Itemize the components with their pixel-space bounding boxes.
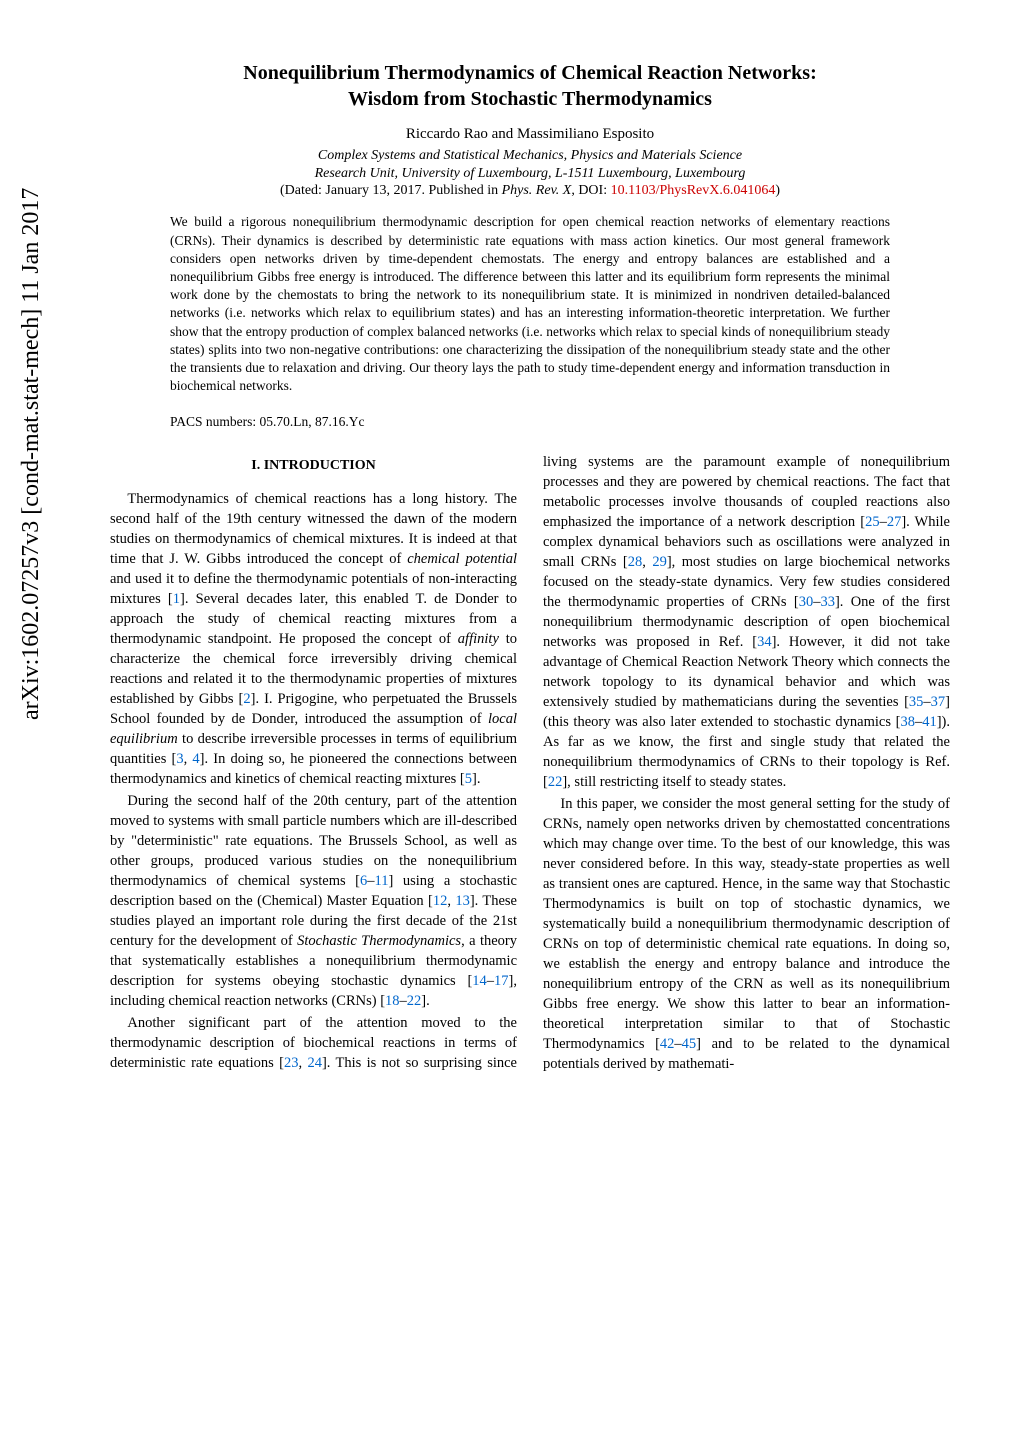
ref-1[interactable]: 1	[173, 591, 180, 607]
arxiv-identifier: arXiv:1602.07257v3 [cond-mat.stat-mech] …	[18, 188, 45, 720]
paragraph-1: Thermodynamics of chemical reactions has…	[110, 489, 517, 789]
dated-mid: , DOI:	[571, 183, 610, 198]
ref-41[interactable]: 41	[922, 714, 937, 730]
ref-25[interactable]: 25	[865, 514, 880, 530]
section-1-heading: I. INTRODUCTION	[110, 456, 517, 475]
abstract: We build a rigorous nonequilibrium therm…	[170, 213, 890, 395]
title-line-2: Wisdom from Stochastic Thermodynamics	[348, 88, 712, 110]
ref-17[interactable]: 17	[494, 973, 509, 989]
ref-28[interactable]: 28	[628, 554, 643, 570]
ref-4[interactable]: 4	[192, 751, 199, 767]
title-line-1: Nonequilibrium Thermodynamics of Chemica…	[243, 62, 817, 84]
ref-33[interactable]: 33	[820, 594, 835, 610]
ref-37[interactable]: 37	[931, 694, 946, 710]
paragraph-4: In this paper, we consider the most gene…	[543, 794, 950, 1074]
affiliation-line-2: Research Unit, University of Luxembourg,…	[110, 165, 950, 183]
ref-22b[interactable]: 22	[548, 774, 563, 790]
ref-23[interactable]: 23	[284, 1055, 299, 1071]
ref-13[interactable]: 13	[455, 893, 470, 909]
pacs-numbers: PACS numbers: 05.70.Ln, 87.16.Yc	[170, 414, 890, 430]
ref-3[interactable]: 3	[176, 751, 183, 767]
ref-2[interactable]: 2	[243, 691, 250, 707]
ref-30[interactable]: 30	[799, 594, 814, 610]
paper-title: Nonequilibrium Thermodynamics of Chemica…	[110, 60, 950, 112]
ref-22[interactable]: 22	[407, 993, 422, 1009]
dated-suffix: )	[775, 183, 780, 198]
paragraph-2: During the second half of the 20th centu…	[110, 791, 517, 1011]
ref-24[interactable]: 24	[307, 1055, 322, 1071]
ref-29[interactable]: 29	[652, 554, 667, 570]
page-content: Nonequilibrium Thermodynamics of Chemica…	[0, 0, 1020, 1134]
ref-12[interactable]: 12	[433, 893, 448, 909]
dated-prefix: (Dated: January 13, 2017. Published in	[280, 183, 502, 198]
affiliation-line-1: Complex Systems and Statistical Mechanic…	[110, 147, 950, 165]
dated-journal: Phys. Rev. X	[502, 183, 572, 198]
body-columns: I. INTRODUCTION Thermodynamics of chemic…	[110, 452, 950, 1075]
doi-link[interactable]: 10.1103/PhysRevX.6.041064	[611, 183, 776, 198]
ref-45[interactable]: 45	[682, 1036, 697, 1052]
ref-38[interactable]: 38	[900, 714, 915, 730]
ref-35[interactable]: 35	[909, 694, 924, 710]
ref-5[interactable]: 5	[465, 771, 472, 787]
ref-27[interactable]: 27	[887, 514, 902, 530]
ref-34[interactable]: 34	[757, 634, 772, 650]
ref-18[interactable]: 18	[385, 993, 400, 1009]
ref-11[interactable]: 11	[375, 873, 389, 889]
publication-date: (Dated: January 13, 2017. Published in P…	[110, 183, 950, 199]
ref-14[interactable]: 14	[472, 973, 487, 989]
authors: Riccardo Rao and Massimiliano Esposito	[110, 126, 950, 143]
ref-42[interactable]: 42	[660, 1036, 675, 1052]
